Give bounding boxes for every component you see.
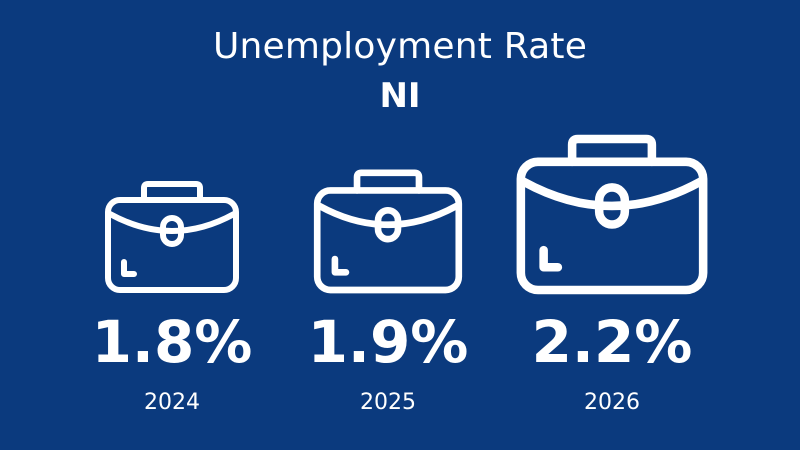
year-label: 2025 [360,390,416,415]
value-label: 2.2% [532,308,693,376]
briefcase-icon [313,169,463,294]
value-label: 1.9% [308,308,469,376]
year-label: 2024 [144,390,200,415]
chart-subtitle: NI [379,76,421,116]
briefcase-icon [105,181,239,293]
chart-title: Unemployment Rate [212,26,588,67]
briefcase-icon [516,134,708,295]
year-label: 2026 [584,390,640,415]
value-label: 1.8% [92,308,253,376]
